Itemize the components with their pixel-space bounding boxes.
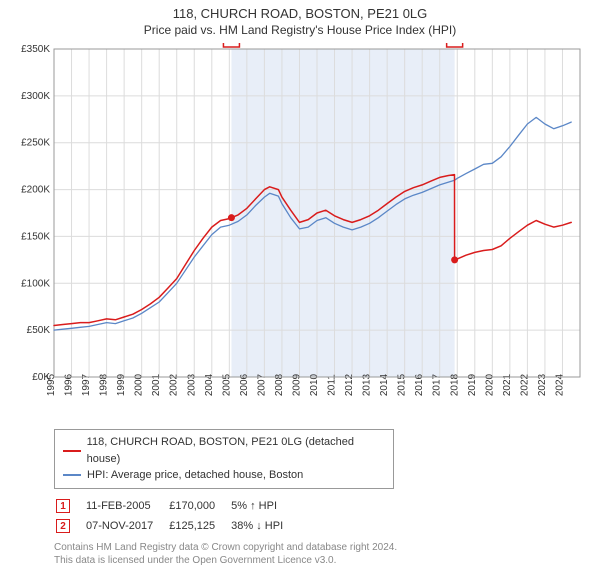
trans-delta-1: 5% ↑ HPI [231, 497, 297, 515]
table-row: 1 11-FEB-2005 £170,000 5% ↑ HPI [56, 497, 297, 515]
svg-text:£350K: £350K [21, 44, 50, 55]
legend-label-1: 118, CHURCH ROAD, BOSTON, PE21 0LG (deta… [87, 434, 385, 467]
svg-text:£100K: £100K [21, 278, 50, 289]
svg-text:£50K: £50K [27, 325, 51, 336]
legend-row-2: HPI: Average price, detached house, Bost… [63, 467, 385, 484]
svg-text:2: 2 [452, 43, 458, 45]
trans-date-2: 07-NOV-2017 [86, 517, 167, 535]
trans-delta-2: 38% ↓ HPI [231, 517, 297, 535]
marker-2-icon: 2 [56, 519, 70, 533]
trans-date-1: 11-FEB-2005 [86, 497, 167, 515]
marker-1-icon: 1 [56, 499, 70, 513]
table-row: 2 07-NOV-2017 £125,125 38% ↓ HPI [56, 517, 297, 535]
trans-price-1: £170,000 [169, 497, 229, 515]
trans-price-2: £125,125 [169, 517, 229, 535]
chart-title: 118, CHURCH ROAD, BOSTON, PE21 0LG [10, 6, 590, 21]
legend-row-1: 118, CHURCH ROAD, BOSTON, PE21 0LG (deta… [63, 434, 385, 467]
footer-text: Contains HM Land Registry data © Crown c… [54, 541, 590, 567]
svg-text:£300K: £300K [21, 91, 50, 102]
legend-label-2: HPI: Average price, detached house, Bost… [87, 467, 303, 484]
transactions-table: 1 11-FEB-2005 £170,000 5% ↑ HPI 2 07-NOV… [54, 495, 299, 537]
legend: 118, CHURCH ROAD, BOSTON, PE21 0LG (deta… [54, 429, 394, 489]
chart-area: £0K£50K£100K£150K£200K£250K£300K£350K199… [10, 43, 590, 423]
svg-text:£200K: £200K [21, 185, 50, 196]
chart-subtitle: Price paid vs. HM Land Registry's House … [10, 23, 590, 37]
svg-text:1: 1 [229, 43, 235, 45]
svg-text:£150K: £150K [21, 231, 50, 242]
svg-text:£250K: £250K [21, 138, 50, 149]
